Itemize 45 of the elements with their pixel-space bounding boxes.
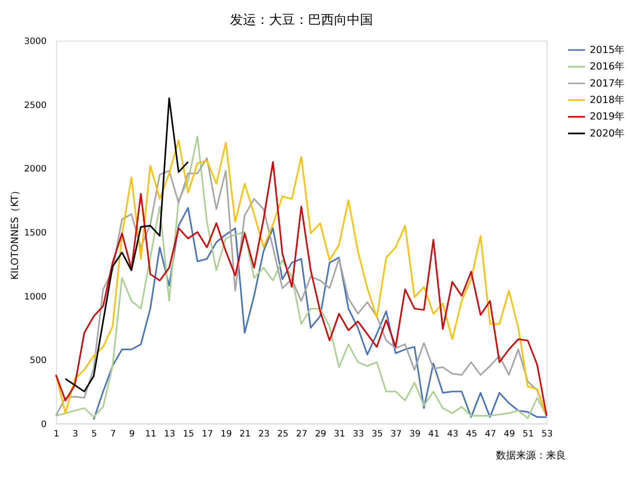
y-tick-label: 2000: [24, 164, 47, 175]
legend-label: 2015年: [590, 44, 625, 56]
y-tick-label: 1500: [24, 228, 47, 238]
x-tick-label: 1: [54, 430, 60, 440]
y-tick-label: 0: [40, 420, 47, 430]
x-tick-label: 3: [72, 430, 78, 440]
x-tick-label: 23: [258, 430, 270, 440]
chart-title: 发运：大豆：巴西向中国: [230, 13, 373, 28]
x-tick-label: 17: [202, 430, 214, 440]
x-tick-label: 39: [409, 430, 421, 440]
x-tick-label: 53: [541, 430, 553, 440]
x-tick-label: 11: [145, 430, 156, 440]
x-tick-label: 43: [447, 430, 458, 440]
line-series: [92, 207, 548, 420]
legend-label: 2020年: [590, 127, 625, 140]
x-tick-label: 27: [296, 430, 308, 440]
legend-label: 2016年: [590, 60, 625, 73]
x-tick-label: 51: [522, 430, 534, 440]
x-tick-label: 7: [110, 430, 116, 440]
x-tick-label: 41: [428, 430, 440, 440]
y-tick-label: 500: [30, 356, 47, 366]
x-tick-label: 33: [352, 430, 364, 440]
y-tick-label: 3000: [24, 37, 47, 48]
source-note: 数据来源：来良: [496, 450, 566, 462]
y-axis-title: KILOTONNES（KT）: [10, 185, 22, 280]
x-tick-label: 9: [129, 430, 135, 440]
x-tick-label: 29: [315, 430, 326, 440]
x-tick-label: 31: [334, 430, 346, 440]
line-series: [64, 97, 189, 392]
x-tick-label: 15: [182, 430, 194, 440]
x-tick-label: 21: [240, 430, 251, 440]
x-tick-label: 13: [164, 430, 176, 440]
x-tick-label: 5: [91, 430, 97, 440]
y-tick-label: 1000: [24, 292, 47, 302]
x-tick-label: 25: [277, 430, 288, 440]
x-tick-label: 35: [372, 430, 383, 440]
legend-label: 2017年: [590, 77, 625, 90]
x-tick-label: 45: [466, 430, 478, 440]
x-tick-label: 49: [504, 430, 515, 440]
legend-label: 2018年: [590, 94, 625, 106]
x-tick-label: 19: [220, 430, 232, 440]
x-tick-label: 47: [484, 430, 496, 440]
x-tick-label: 37: [390, 430, 402, 440]
y-tick-label: 2500: [24, 100, 47, 111]
legend-label: 2019年: [590, 110, 625, 123]
